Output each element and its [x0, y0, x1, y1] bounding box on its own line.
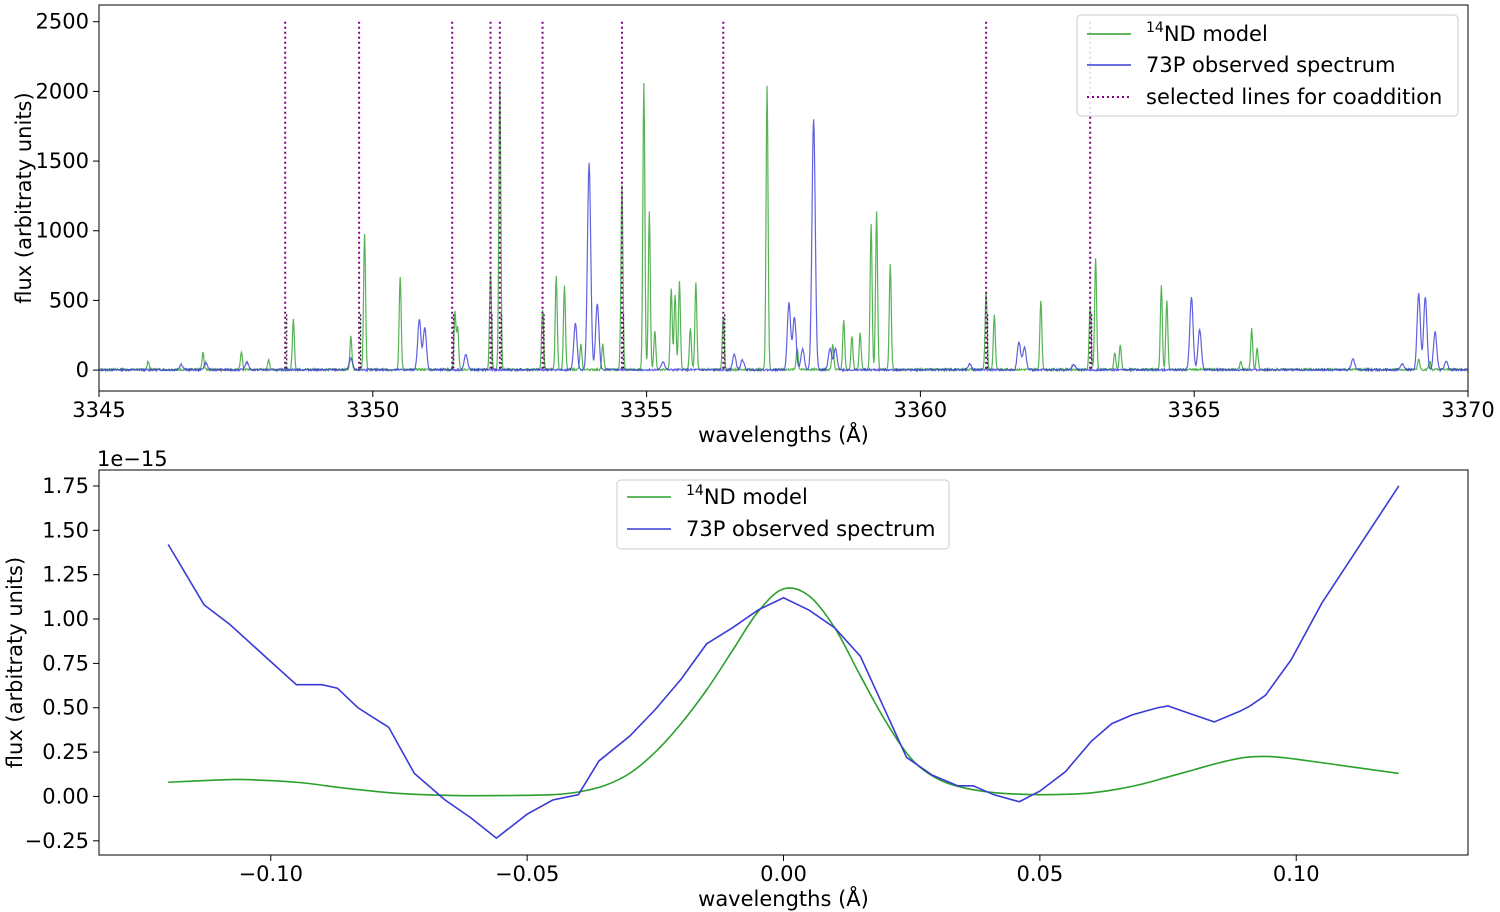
legend-model-text: ND model	[1164, 22, 1268, 46]
y-tick-label: 1000	[36, 219, 89, 243]
top-legend-box	[1076, 14, 1459, 117]
observed-line	[99, 119, 1468, 373]
x-tick-label: 0.10	[1273, 862, 1320, 886]
y-tick-label: 0	[76, 358, 89, 382]
y-offset-text: 1e−15	[97, 447, 168, 471]
x-tick-label: 3360	[894, 398, 947, 422]
y-tick-label: 1500	[36, 149, 89, 173]
y-tick-label: 0.00	[42, 784, 89, 808]
x-tick-label: 3345	[72, 398, 125, 422]
x-axis-title: wavelengths (Å)	[698, 885, 869, 911]
y-tick-label: 1.50	[42, 518, 89, 542]
bottom-panel: −0.10 −0.05 0.00 0.05 0.10 −0.25 0.00 0.25 0.50 0…	[3, 447, 1469, 911]
y-axis-title: flux (arbitraty units)	[12, 92, 36, 303]
y-tick-label: 0.75	[42, 651, 89, 675]
y-axis-title: flux (arbitraty units)	[3, 557, 27, 768]
y-tick-label: 0.50	[42, 696, 89, 720]
y-tick-label: 1.75	[42, 474, 89, 498]
x-axis-title: wavelengths (Å)	[698, 421, 869, 447]
legend-selected-label: selected lines for coaddition	[1146, 85, 1442, 109]
legend-model-label: 14ND model	[1146, 20, 1268, 46]
model-line	[168, 587, 1399, 797]
y-tick-label: 1.00	[42, 607, 89, 631]
bottom-legend-box	[616, 479, 950, 550]
x-tick-label: −0.10	[239, 862, 303, 886]
y-tick-label: 0.25	[42, 740, 89, 764]
x-tick-label: 3355	[620, 398, 673, 422]
x-tick-label: 0.05	[1016, 862, 1063, 886]
top-panel: 3345 3350 3355 3360 3365 3370 0 500 1000 1500 2000…	[12, 4, 1495, 447]
observed-line	[167, 485, 1400, 840]
y-tick-label: 2000	[36, 79, 89, 103]
x-tick-label: −0.05	[495, 862, 559, 886]
legend-observed-label: 73P observed spectrum	[1146, 53, 1395, 77]
legend-model-text: ND model	[704, 485, 808, 509]
x-tick-label: 3370	[1441, 398, 1494, 422]
legend-model-sup: 14	[1146, 20, 1164, 36]
top-legend: 14ND model 73P observed spectrum selected …	[1076, 14, 1459, 117]
legend-observed-label: 73P observed spectrum	[686, 517, 935, 541]
y-tick-label: 2500	[36, 10, 89, 34]
legend-model-sup: 14	[686, 483, 704, 499]
x-tick-label: 3350	[346, 398, 399, 422]
y-tick-label: −0.25	[25, 829, 89, 853]
x-tick-label: 3365	[1167, 398, 1220, 422]
y-tick-label: 1.25	[42, 563, 89, 587]
y-tick-label: 500	[49, 288, 89, 312]
legend-model-label: 14ND model	[686, 483, 808, 509]
top-series-group	[99, 21, 1468, 373]
bottom-legend: 14ND model 73P observed spectrum	[616, 479, 950, 550]
x-tick-label: 0.00	[760, 862, 807, 886]
